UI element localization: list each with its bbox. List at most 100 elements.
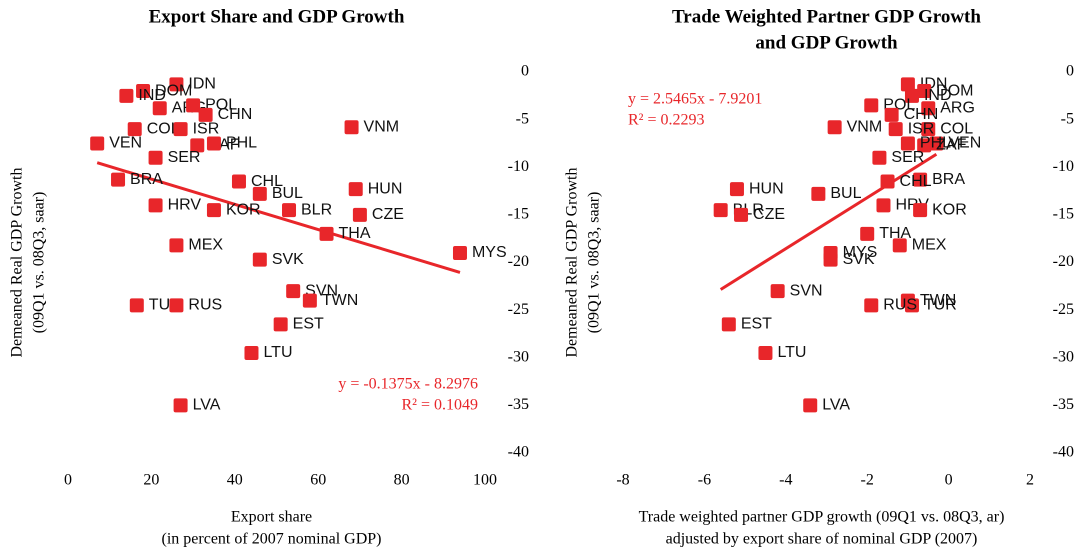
point-label: ISR — [193, 120, 220, 137]
point-label: VEN — [948, 135, 981, 152]
point-label: ZAF — [936, 137, 966, 154]
point-label: MEX — [188, 237, 223, 254]
point-label: SVN — [790, 282, 823, 299]
marker — [827, 120, 842, 135]
marker — [729, 182, 744, 197]
annotation: y = 2.5465x - 7.9201 — [628, 91, 762, 108]
marker — [770, 284, 785, 299]
marker — [148, 198, 163, 213]
point-label: LTU — [263, 344, 292, 361]
point-label: VNM — [847, 118, 883, 135]
marker — [888, 122, 903, 137]
marker — [921, 122, 936, 137]
marker — [186, 98, 201, 113]
point-label: HUN — [368, 180, 403, 197]
marker — [206, 203, 221, 218]
marker — [136, 84, 151, 99]
x-tick-label: 20 — [143, 472, 159, 489]
point-label: TWN — [920, 292, 956, 309]
point-label: MEX — [912, 237, 947, 254]
marker — [904, 298, 919, 313]
point-label: BUL — [830, 185, 861, 202]
point-label: EST — [741, 316, 772, 333]
marker — [913, 203, 928, 218]
marker — [884, 107, 899, 122]
marker — [173, 122, 188, 137]
trendline — [719, 153, 938, 291]
y-tick-label: -25 — [1053, 301, 1074, 318]
x-tick-label: 0 — [64, 472, 72, 489]
point-label: KOR — [226, 201, 261, 218]
marker — [758, 345, 773, 360]
marker — [282, 203, 297, 218]
y-tick-label: 0 — [521, 63, 529, 80]
x-axis-title: Export share — [231, 509, 312, 526]
marker — [904, 88, 919, 103]
point-label: CZE — [372, 206, 404, 223]
y-tick-label: -40 — [1053, 444, 1074, 461]
marker — [452, 245, 467, 260]
x-tick-label: 2 — [1026, 472, 1034, 489]
x-tick-label: -4 — [779, 472, 792, 489]
x-tick-label: 0 — [945, 472, 953, 489]
point-label: LVA — [822, 397, 850, 414]
point-label: BRA — [130, 171, 163, 188]
marker — [190, 138, 205, 153]
point-label: CHN — [218, 106, 253, 123]
marker — [344, 120, 359, 135]
marker — [803, 398, 818, 413]
point-label: TWN — [322, 292, 358, 309]
point-label: MYS — [843, 244, 878, 261]
y-tick-label: -35 — [1053, 396, 1074, 413]
y-axis-title: Demeaned Real GDP Growth — [9, 167, 26, 357]
marker — [864, 98, 879, 113]
point-label: THA — [339, 225, 371, 242]
marker — [917, 138, 932, 153]
marker — [252, 252, 267, 267]
marker — [864, 298, 879, 313]
point-label: SVK — [272, 251, 304, 268]
point-label: ISR — [908, 120, 935, 137]
marker — [860, 226, 875, 241]
point-label: COL — [940, 120, 973, 137]
point-label: ARG — [940, 99, 975, 116]
point-label: TUR — [924, 297, 957, 314]
marker — [348, 182, 363, 197]
marker — [921, 101, 936, 116]
x-tick-label: 100 — [473, 472, 497, 489]
point-label: VNM — [364, 118, 400, 135]
point-label: RUS — [883, 297, 917, 314]
marker — [823, 252, 838, 267]
marker — [929, 136, 944, 151]
marker — [169, 238, 184, 253]
marker — [721, 317, 736, 332]
marker — [352, 207, 367, 222]
point-label: CHL — [251, 173, 283, 190]
marker — [198, 107, 213, 122]
marker — [811, 186, 826, 201]
chart-title: Trade Weighted Partner GDP Growth — [672, 6, 981, 27]
y-axis-title: (09Q1 vs. 08Q3, saar) — [586, 192, 603, 334]
x-axis-title: adjusted by export share of nominal GDP … — [666, 531, 978, 548]
y-tick-label: -10 — [508, 158, 529, 175]
marker — [90, 136, 105, 151]
point-label: HUN — [749, 180, 784, 197]
point-label: HRV — [168, 197, 202, 214]
chart-title: Export Share and GDP Growth — [149, 6, 405, 27]
point-label: IND — [924, 87, 952, 104]
marker — [880, 174, 895, 189]
x-tick-label: 40 — [227, 472, 243, 489]
x-tick-label: -8 — [616, 472, 629, 489]
annotation: R² = 0.2293 — [628, 112, 705, 129]
marker — [900, 77, 915, 92]
y-axis-title: (09Q1 vs. 08Q3, saar) — [31, 192, 48, 334]
marker — [127, 122, 142, 137]
annotation: R² = 0.1049 — [402, 397, 479, 414]
y-axis-title: Demeaned Real GDP Growth — [564, 167, 581, 357]
marker — [169, 298, 184, 313]
y-tick-label: -10 — [1053, 158, 1074, 175]
point-label: PHL — [226, 135, 257, 152]
y-tick-label: 0 — [1066, 63, 1074, 80]
marker — [119, 88, 134, 103]
